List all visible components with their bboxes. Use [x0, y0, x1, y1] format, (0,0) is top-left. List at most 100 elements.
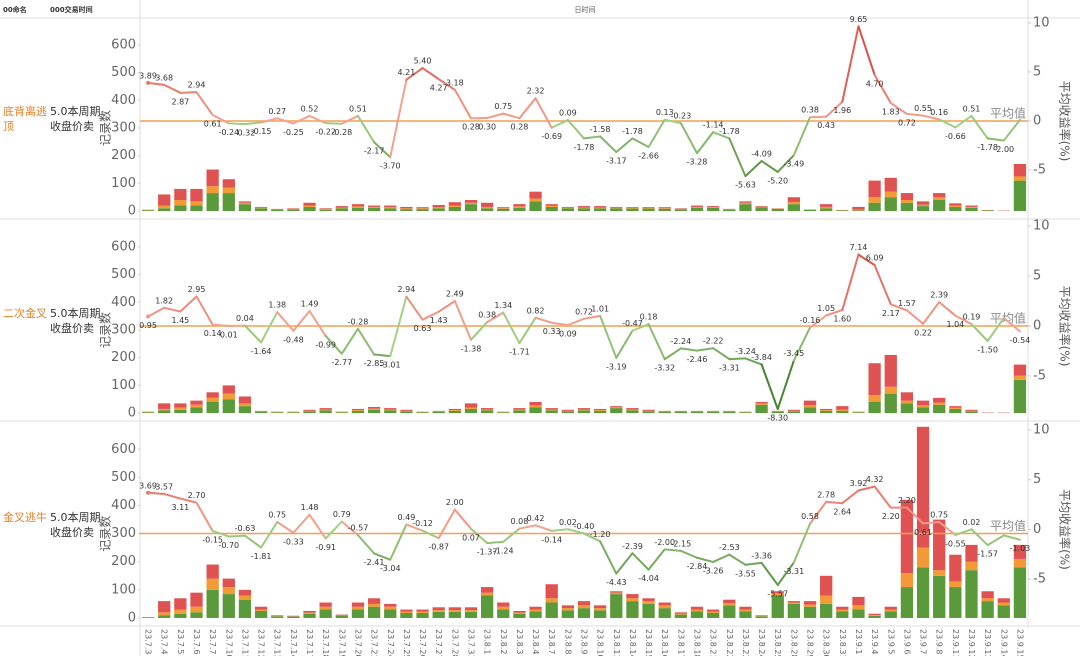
value-label: 0.51 — [349, 104, 367, 113]
bar-segment — [820, 204, 833, 207]
line-segment — [276, 521, 295, 534]
line-segment — [356, 114, 376, 144]
bar-segment — [739, 412, 752, 414]
bar-segment — [271, 209, 284, 212]
bar-segment — [949, 554, 962, 582]
line-segment — [663, 118, 682, 125]
bar-segment — [594, 410, 607, 414]
bar-segment — [803, 604, 817, 607]
value-label: -1.38 — [461, 344, 482, 353]
bar-segment — [254, 606, 268, 610]
bar-segment — [965, 409, 978, 411]
value-label: 3.92 — [850, 479, 868, 488]
bar-segment — [141, 617, 155, 618]
line-segment — [760, 160, 779, 173]
value-label: -0.91 — [315, 543, 336, 552]
bar-segment — [303, 410, 316, 412]
bar-segment — [577, 605, 591, 609]
bar-segment — [367, 408, 381, 410]
line-segment — [421, 310, 440, 321]
bar-segment — [933, 402, 946, 405]
bar-segment — [577, 206, 591, 208]
x-tick-label: 23.8.24 — [757, 629, 766, 656]
bar-segment — [933, 570, 946, 576]
line-segment — [243, 121, 263, 126]
bar-segment — [190, 400, 203, 405]
bar-segment — [852, 206, 865, 210]
bar-segment — [836, 606, 849, 610]
bar-segment — [254, 410, 268, 412]
value-label: -2.39 — [622, 542, 643, 551]
line-segment — [502, 112, 521, 120]
value-label: -3.31 — [784, 567, 805, 576]
bar-segment — [254, 206, 268, 208]
line-segment — [583, 532, 602, 543]
bar-segment — [319, 602, 332, 607]
bar-segment — [351, 410, 365, 411]
bar-segment — [432, 208, 445, 212]
bar-segment — [642, 603, 655, 618]
line-segment — [583, 314, 602, 320]
y-tick-label: 300 — [111, 121, 136, 136]
y2-axis-title: 平均收益率(%) — [1058, 286, 1073, 367]
bar-segment — [158, 612, 171, 616]
x-tick-label: 23.8.4 — [531, 629, 540, 654]
bar-segment — [997, 598, 1010, 603]
header-name: 00命名 — [3, 5, 27, 14]
value-label: 2.95 — [188, 285, 206, 294]
bar-segment — [497, 602, 510, 607]
bar-segment — [900, 193, 914, 200]
value-label: -0.57 — [348, 524, 369, 533]
value-label: 0.04 — [236, 314, 254, 323]
bar-segment — [432, 410, 445, 412]
header-date: 日时间 — [575, 5, 596, 14]
bar-segment — [384, 606, 397, 610]
value-label: 0.61 — [914, 528, 932, 537]
x-tick-label: 23.8.21 — [709, 629, 718, 656]
bar-segment — [513, 612, 526, 614]
bar-segment — [787, 197, 801, 202]
bar-segment — [158, 403, 171, 409]
bar-segment — [174, 403, 187, 408]
value-label: -0.55 — [945, 539, 966, 548]
bar-segment — [965, 411, 978, 414]
line-segment — [809, 314, 828, 329]
bar-segment — [674, 411, 688, 412]
bar-segment — [416, 611, 429, 613]
bar-segment — [642, 409, 655, 411]
bar-segment — [174, 407, 187, 410]
bar-segment — [222, 393, 235, 400]
value-label: 0.49 — [397, 513, 415, 522]
bar-segment — [916, 204, 930, 207]
bar-segment — [723, 410, 736, 412]
line-segment — [356, 534, 376, 555]
bar-segment — [868, 615, 881, 616]
line-segment — [970, 323, 989, 342]
bar-segment — [303, 612, 316, 614]
line-segment — [679, 347, 699, 352]
bar-segment — [820, 410, 833, 411]
bar-segment — [432, 611, 445, 618]
value-label: 2.20 — [898, 496, 916, 505]
bar-segment — [626, 409, 639, 411]
bar-segment — [367, 406, 381, 409]
bar-segment — [206, 589, 219, 618]
x-tick-label: 23.9.12 — [967, 629, 976, 656]
y2-axis-title: 平均收益率(%) — [1058, 489, 1073, 570]
value-label: 0.30 — [478, 123, 496, 132]
y2-tick-label: -5 — [1033, 369, 1046, 384]
bar-segment — [238, 201, 252, 203]
bar-segment — [529, 191, 542, 199]
bar-segment — [852, 609, 865, 618]
bar-segment — [400, 409, 413, 411]
value-label: 0.82 — [527, 306, 545, 315]
value-label: 0.63 — [414, 324, 432, 333]
value-label: -2.84 — [687, 562, 708, 571]
line-segment — [437, 78, 456, 91]
bar-segment — [513, 610, 526, 613]
bar-segment — [787, 204, 801, 212]
bar-segment — [803, 209, 817, 212]
x-tick-label: 23.8.22 — [725, 629, 734, 656]
bar-segment — [174, 613, 187, 618]
value-label: -0.48 — [283, 335, 304, 344]
